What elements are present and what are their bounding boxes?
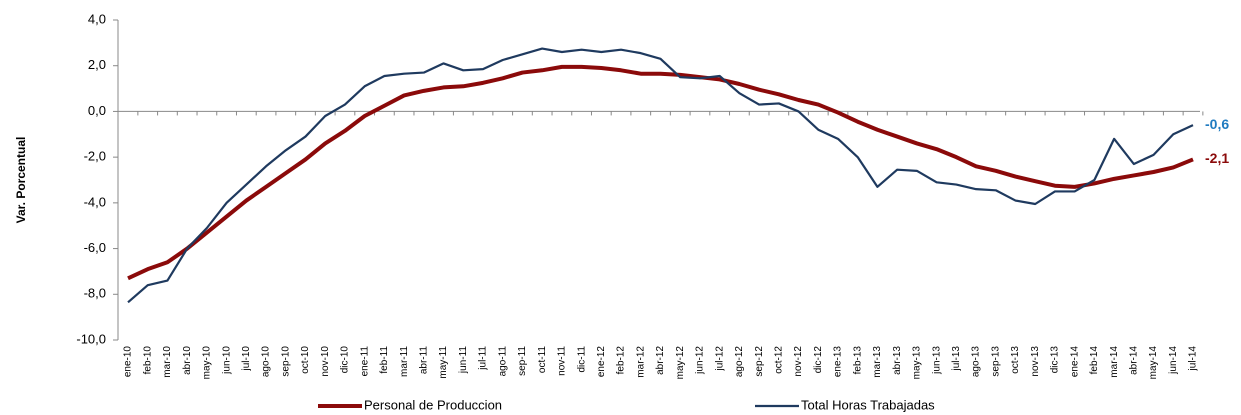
x-tick-label: dic-10: [340, 346, 351, 374]
x-tick-label: oct-11: [537, 346, 548, 373]
x-tick-label: ene-12: [596, 346, 607, 378]
x-tick-label: ene-10: [123, 346, 134, 378]
x-tick-label: jul-10: [241, 346, 252, 372]
x-tick-label: sep-12: [754, 346, 765, 377]
x-tick-label: dic-12: [813, 346, 824, 374]
x-tick-label: mar-13: [872, 346, 883, 378]
x-tick-label: feb-14: [1089, 346, 1100, 375]
y-axis-label: Var. Porcentual: [14, 137, 28, 224]
x-tick-label: feb-13: [852, 346, 863, 375]
y-tick-label: -2,0: [84, 149, 106, 164]
end-label: -2,1: [1205, 150, 1229, 166]
x-tick-label: mar-10: [162, 346, 173, 378]
y-tick-label: -8,0: [84, 286, 106, 301]
x-tick-label: ago-13: [971, 346, 982, 378]
x-tick-label: jul-13: [951, 346, 962, 372]
x-tick-label: oct-10: [300, 346, 311, 374]
x-tick-label: nov-13: [1030, 346, 1041, 377]
x-tick-label: feb-11: [379, 346, 390, 374]
y-tick-label: 0,0: [88, 103, 106, 118]
x-tick-label: mar-11: [399, 346, 410, 377]
x-tick-label: jun-10: [221, 346, 232, 375]
x-tick-label: ene-14: [1069, 346, 1080, 378]
legend-label: Personal de Produccion: [364, 397, 502, 412]
x-tick-label: abr-11: [418, 346, 429, 375]
x-tick-label: nov-10: [320, 346, 331, 377]
x-tick-label: dic-13: [1050, 346, 1061, 374]
x-tick-label: ago-11: [497, 346, 508, 377]
x-tick-label: may-13: [912, 346, 923, 380]
x-tick-label: may-12: [675, 346, 686, 380]
x-tick-label: sep-13: [990, 346, 1001, 377]
x-tick-label: sep-11: [517, 346, 528, 376]
x-tick-label: jun-14: [1168, 346, 1179, 375]
x-tick-label: ene-11: [359, 346, 370, 377]
x-tick-label: abr-10: [182, 346, 193, 375]
x-tick-label: jun-13: [931, 346, 942, 375]
y-tick-label: 2,0: [88, 57, 106, 72]
x-tick-label: mar-14: [1109, 346, 1120, 378]
x-tick-label: may-10: [202, 346, 213, 380]
x-tick-label: abr-14: [1128, 346, 1139, 375]
x-tick-label: may-14: [1148, 346, 1159, 380]
x-tick-label: jun-12: [695, 346, 706, 375]
x-tick-label: may-11: [438, 346, 449, 379]
x-tick-label: jul-14: [1188, 346, 1199, 372]
x-tick-label: mar-12: [635, 346, 646, 378]
x-tick-label: jun-11: [458, 346, 469, 374]
x-tick-label: ago-10: [261, 346, 272, 378]
x-tick-label: dic-11: [576, 346, 587, 373]
y-tick-label: 4,0: [88, 11, 106, 26]
x-tick-label: nov-11: [557, 346, 568, 376]
x-tick-label: oct-13: [1010, 346, 1021, 374]
x-tick-label: oct-12: [773, 346, 784, 374]
y-tick-label: -6,0: [84, 240, 106, 255]
x-tick-label: jul-12: [714, 346, 725, 372]
x-tick-label: sep-10: [280, 346, 291, 377]
x-tick-label: nov-12: [793, 346, 804, 377]
y-tick-label: -4,0: [84, 194, 106, 209]
x-tick-label: feb-10: [142, 346, 153, 375]
y-tick-label: -10,0: [76, 331, 106, 346]
x-tick-label: abr-13: [892, 346, 903, 375]
end-label: -0,6: [1205, 116, 1229, 132]
x-tick-label: ene-13: [833, 346, 844, 378]
series-line: [127, 47, 1194, 304]
x-tick-label: feb-12: [616, 346, 627, 375]
x-tick-label: abr-12: [655, 346, 666, 375]
x-tick-label: jul-11: [478, 346, 489, 371]
series-line: [127, 64, 1194, 281]
x-tick-label: ago-12: [734, 346, 745, 378]
legend-label: Total Horas Trabajadas: [801, 397, 935, 412]
